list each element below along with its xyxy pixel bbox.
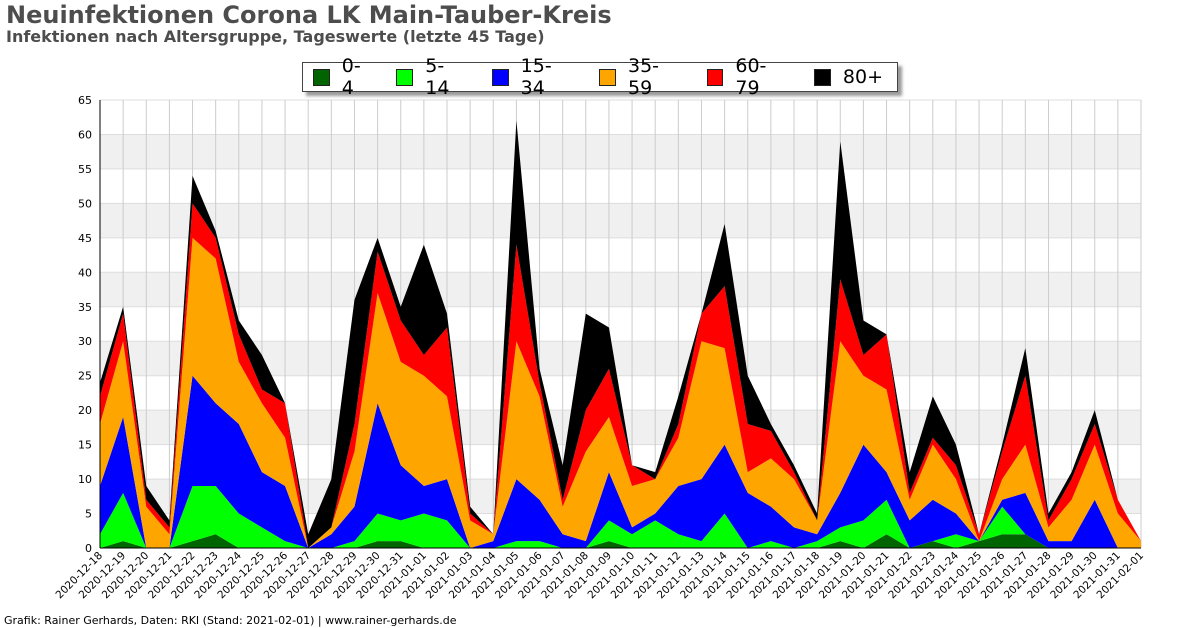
legend-label: 5-14 [425, 55, 450, 99]
grid-band [100, 272, 1141, 307]
area-series-5-14 [100, 485, 1141, 548]
area-series-35-59 [100, 237, 1141, 548]
area-series-60-79 [100, 203, 1141, 548]
legend-item: 80+ [813, 66, 884, 88]
chart-legend: 0-4 5-14 15-34 35-59 60-79 80+ [302, 55, 898, 99]
legend-label: 15-34 [520, 55, 552, 99]
legend-swatch [491, 68, 509, 86]
legend-swatch [396, 68, 414, 86]
grid-band [100, 341, 1141, 376]
y-tick-label: 10 [78, 473, 92, 486]
y-tick-label: 45 [78, 232, 92, 245]
y-tick-label: 65 [78, 94, 92, 107]
y-tick-label: 20 [78, 404, 92, 417]
legend-item: 5-14 [396, 55, 467, 99]
legend-swatch [599, 68, 616, 86]
grid-band [100, 134, 1141, 169]
legend-item: 60-79 [706, 55, 790, 99]
y-tick-label: 40 [78, 266, 92, 279]
y-tick-label: 25 [78, 370, 92, 383]
legend-label: 35-59 [628, 55, 660, 99]
legend-swatch [813, 68, 831, 86]
grid-band [100, 203, 1141, 238]
legend-swatch [706, 68, 724, 86]
chart-subtitle: Infektionen nach Altersgruppe, Tageswert… [6, 27, 545, 46]
y-tick-label: 30 [78, 335, 92, 348]
legend-label: 60-79 [735, 55, 767, 99]
legend-item: 35-59 [599, 55, 682, 99]
chart-title: Neuinfektionen Corona LK Main-Tauber-Kre… [6, 1, 612, 29]
y-tick-label: 15 [78, 439, 92, 452]
legend-swatch [313, 68, 330, 86]
legend-label: 80+ [842, 66, 884, 88]
area-series-15-34 [100, 375, 1141, 548]
legend-item: 15-34 [491, 55, 575, 99]
y-tick-label: 55 [78, 163, 92, 176]
y-tick-label: 60 [78, 128, 92, 141]
legend-label: 0-4 [341, 55, 361, 99]
y-tick-label: 35 [78, 301, 92, 314]
area-series-0-4 [100, 534, 1141, 548]
footer-credit: Grafik: Rainer Gerhards, Daten: RKI (Sta… [4, 614, 457, 627]
y-tick-label: 50 [78, 197, 92, 210]
legend-item: 0-4 [313, 55, 372, 99]
y-tick-label: 0 [85, 542, 92, 555]
y-tick-label: 5 [85, 508, 92, 521]
